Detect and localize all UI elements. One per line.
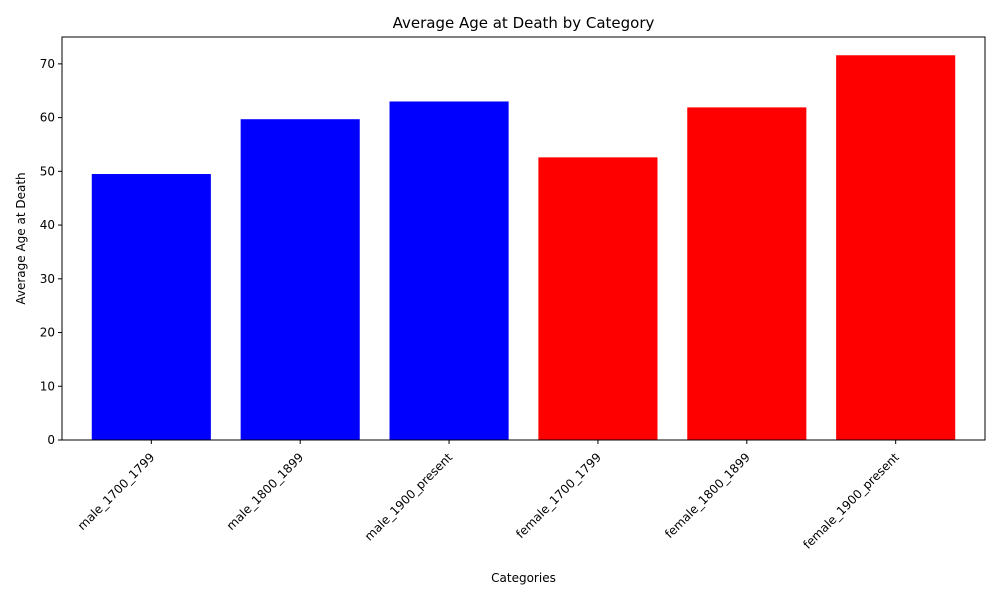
plot-frame xyxy=(61,36,986,441)
bars-layer xyxy=(91,55,956,441)
x-axis-ticks: male_1700_1799 male_1800_1899 male_1900_pr… xyxy=(75,440,902,552)
y-tick-label: 30 xyxy=(40,272,55,286)
x-tick-label: male_1700_1799 xyxy=(75,450,158,533)
x-tick-label: female_1900_present xyxy=(800,450,902,552)
y-tick-label: 70 xyxy=(40,57,55,71)
y-axis-label: Average Age at Death xyxy=(14,172,28,304)
x-tick-label: female_1700_1799 xyxy=(513,450,604,541)
x-axis-label: Categories xyxy=(491,571,556,585)
chart-title: Average Age at Death by Category xyxy=(393,14,655,32)
y-tick-label: 50 xyxy=(40,164,55,178)
bar-female_1700_1799 xyxy=(538,157,658,441)
bar-female_1900_present xyxy=(836,55,956,441)
x-tick-label: male_1900_present xyxy=(362,450,455,543)
y-tick-label: 20 xyxy=(40,326,55,340)
bar-female_1800_1899 xyxy=(687,107,807,440)
x-tick-label: female_1800_1899 xyxy=(662,450,753,541)
y-tick-label: 40 xyxy=(40,218,55,232)
y-axis-ticks: 0 10 20 30 40 50 60 70 xyxy=(40,57,62,447)
y-tick-label: 0 xyxy=(47,433,55,447)
x-tick-label: male_1800_1899 xyxy=(224,450,307,533)
y-tick-label: 10 xyxy=(40,379,55,393)
y-tick-label: 60 xyxy=(40,111,55,125)
bar-male_1900_present xyxy=(389,101,509,440)
bar-male_1700_1799 xyxy=(91,174,211,440)
bar-male_1800_1899 xyxy=(240,119,360,441)
